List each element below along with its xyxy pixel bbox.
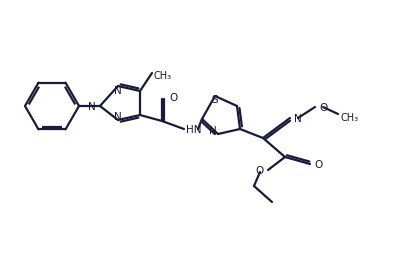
Text: O: O (313, 159, 322, 169)
Text: S: S (211, 95, 218, 105)
Text: O: O (168, 93, 177, 103)
Text: N: N (114, 112, 121, 121)
Text: O: O (318, 103, 326, 113)
Text: N: N (209, 125, 216, 135)
Text: HN: HN (185, 124, 201, 134)
Text: O: O (255, 165, 263, 175)
Text: N: N (293, 114, 301, 123)
Text: N: N (88, 102, 96, 112)
Text: N: N (114, 86, 121, 96)
Text: CH₃: CH₃ (340, 113, 358, 122)
Text: CH₃: CH₃ (153, 71, 172, 81)
